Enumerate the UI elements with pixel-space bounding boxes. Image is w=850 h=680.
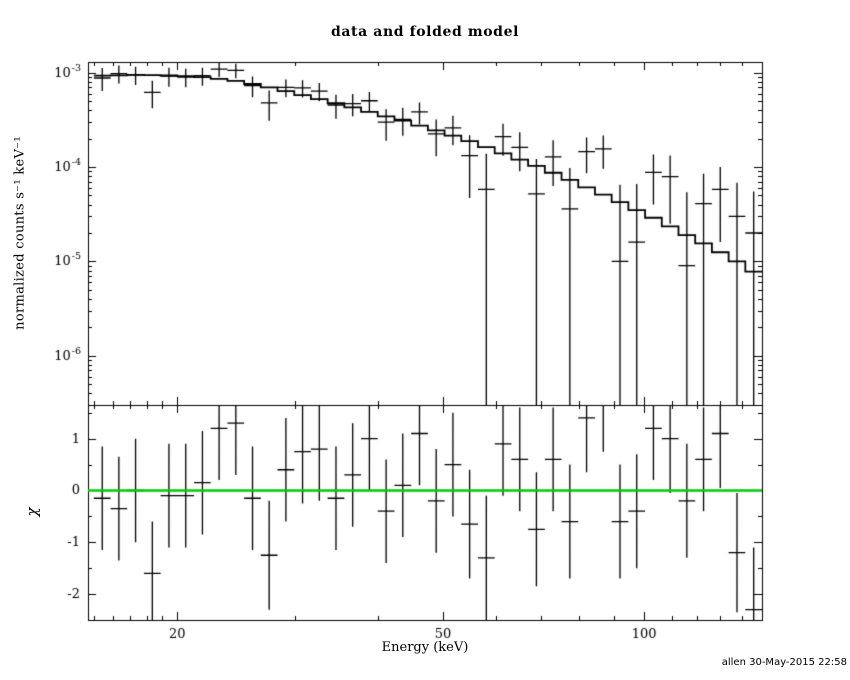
x-axis-label: Energy (keV) [381,640,469,655]
plot-title: data and folded model [331,24,519,40]
y-axis-label-chi: χ [23,507,41,517]
y-axis-label-counts: normalized counts s⁻¹ keV⁻¹ [12,136,28,330]
signature-text: allen 30-May-2015 22:58 [721,657,847,668]
